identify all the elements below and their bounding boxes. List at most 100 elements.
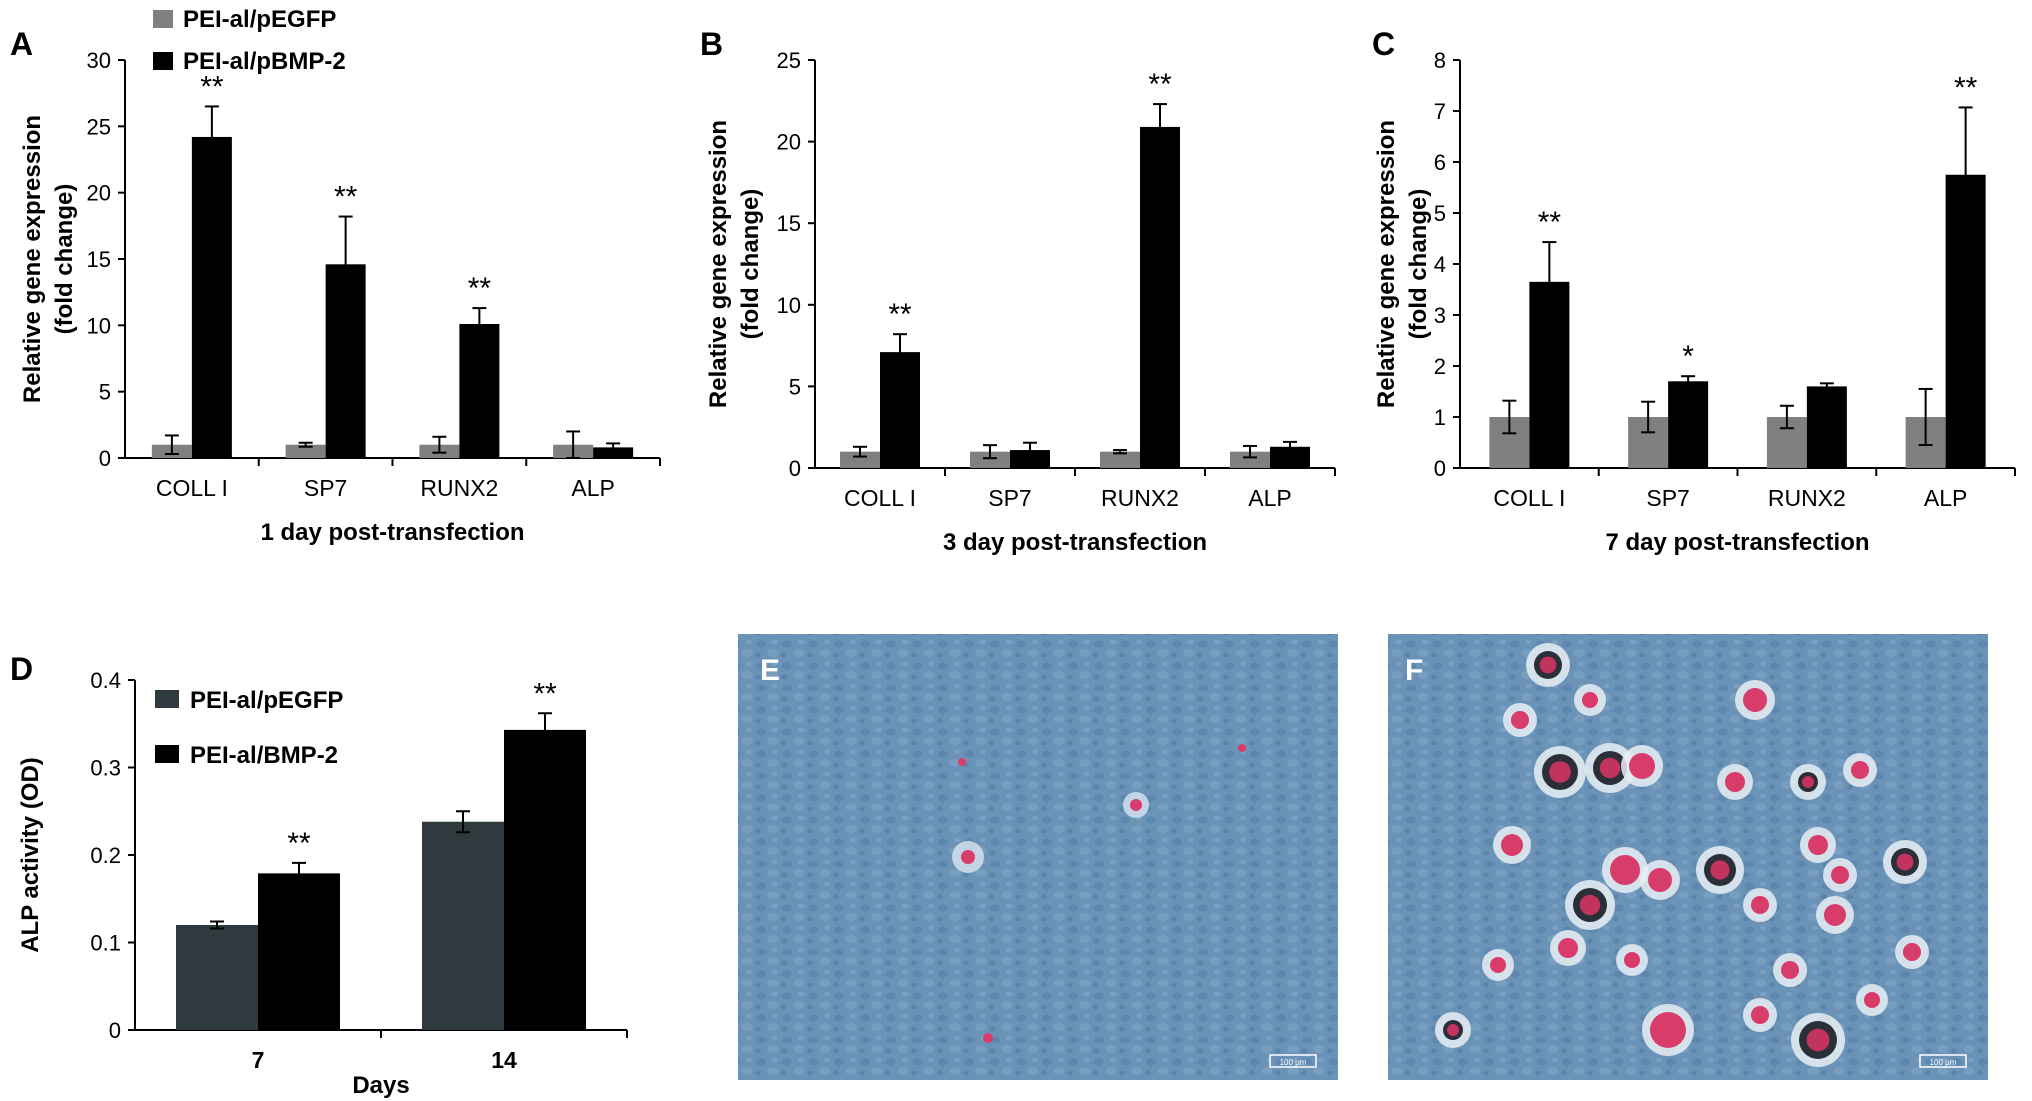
y-tick-label: 0	[109, 1018, 121, 1043]
x-tick-label: COLL I	[844, 485, 916, 511]
stained-nodule-core	[1896, 853, 1914, 871]
stained-nodule	[1903, 943, 1921, 961]
y-tick-label: 4	[1434, 252, 1446, 277]
y-tick-label: 7	[1434, 99, 1446, 124]
stained-cell	[958, 758, 966, 766]
bar	[1010, 450, 1050, 468]
scale-bar-f	[1919, 1054, 1967, 1068]
x-axis-label: 1 day post-transfection	[260, 519, 524, 546]
stained-nodule	[1650, 1012, 1686, 1048]
significance-marker: **	[533, 677, 557, 710]
significance-marker: **	[200, 70, 224, 103]
significance-marker: **	[334, 181, 358, 214]
y-axis-label: (fold change)	[51, 184, 78, 335]
y-axis-label: (fold change)	[737, 189, 764, 340]
x-axis-label: Days	[352, 1072, 409, 1099]
legend-top: PEI-al/pEGFP PEI-al/pBMP-2	[153, 6, 346, 75]
bar	[840, 451, 880, 468]
y-tick-label: 3	[1434, 303, 1446, 328]
stained-nodule	[1490, 957, 1506, 973]
y-axis-label: Relative gene expression	[1373, 120, 1400, 408]
bar	[1806, 386, 1847, 468]
y-tick-label: 20	[777, 130, 801, 155]
y-tick-label: 25	[777, 48, 801, 73]
legend-label-pegfp: PEI-al/pEGFP	[183, 6, 336, 33]
bar	[1230, 451, 1270, 468]
bar	[258, 873, 340, 1030]
bar	[422, 821, 504, 1030]
stained-cell	[983, 1033, 993, 1043]
scale-bar-e	[1269, 1054, 1317, 1068]
stained-nodule-core	[1710, 860, 1730, 880]
significance-marker: *	[1682, 340, 1694, 373]
panel-letter-e: E	[760, 654, 780, 687]
y-tick-label: 25	[87, 114, 111, 139]
significance-marker: **	[468, 272, 492, 305]
y-tick-label: 1	[1434, 405, 1446, 430]
stained-nodule	[1831, 866, 1849, 884]
bar	[191, 136, 232, 459]
bar	[1100, 451, 1140, 468]
x-axis-label: 7 day post-transfection	[1605, 529, 1869, 556]
bar	[880, 352, 920, 468]
significance-marker: **	[287, 827, 311, 860]
bar	[1140, 126, 1180, 469]
stained-nodule-core	[1579, 894, 1601, 916]
y-tick-label: 2	[1434, 354, 1446, 379]
stained-nodule-core	[1802, 776, 1814, 788]
stained-cell	[961, 850, 975, 864]
stained-nodule	[1624, 952, 1640, 968]
bar	[1270, 446, 1310, 468]
x-axis-label: 3 day post-transfection	[943, 529, 1207, 556]
bar	[593, 447, 634, 458]
stained-cell	[1238, 744, 1246, 752]
stained-nodule	[1824, 904, 1846, 926]
bar	[285, 444, 326, 458]
stained-nodule-core	[1539, 656, 1557, 674]
stained-nodule	[1781, 961, 1799, 979]
x-tick-label: SP7	[988, 485, 1031, 511]
stained-nodule-core	[1549, 761, 1571, 783]
bar	[176, 925, 258, 1030]
micrograph-panel-f: F 100 μm	[1388, 634, 1988, 1080]
stained-nodule	[1558, 938, 1578, 958]
y-axis-label: Relative gene expression	[705, 120, 732, 408]
y-tick-label: 0	[1434, 456, 1446, 481]
y-tick-label: 5	[99, 380, 111, 405]
micrograph-e-cells	[952, 744, 1246, 1043]
y-tick-label: 0.1	[90, 931, 121, 956]
bar	[1668, 381, 1709, 468]
y-tick-label: 8	[1434, 48, 1446, 73]
stained-nodule	[1864, 992, 1880, 1008]
chart-panel-d: D 0 0.1 0.2 0.3 0.4 ALP activity (OD) ** 7 ** 14 Da…	[10, 651, 628, 1099]
stained-nodule-core	[1599, 757, 1621, 779]
stained-nodule	[1610, 855, 1640, 885]
significance-marker: **	[1538, 206, 1562, 239]
y-tick-label: 5	[1434, 201, 1446, 226]
y-tick-label: 30	[87, 48, 111, 73]
legend-label: PEI-al/BMP-2	[190, 742, 338, 769]
chart-panel-c: C 0 1 2 3 4 5 6 7 8 Relative gene expression (fold …	[1372, 26, 2016, 556]
bar	[970, 451, 1010, 468]
stained-nodule	[1582, 692, 1598, 708]
stained-nodule	[1725, 772, 1745, 792]
y-axis-label: ALP activity (OD)	[17, 757, 44, 953]
x-tick-label: COLL I	[156, 475, 228, 501]
x-tick-label: RUNX2	[1101, 485, 1179, 511]
x-tick-label: ALP	[1248, 485, 1291, 511]
x-tick-label: 14	[491, 1047, 517, 1073]
stained-nodule-core	[1447, 1024, 1459, 1036]
y-tick-label: 10	[777, 293, 801, 318]
significance-marker: **	[1148, 68, 1172, 101]
stained-nodule	[1751, 1006, 1769, 1024]
legend-swatch-pegfp	[153, 10, 173, 28]
stained-nodule	[1501, 834, 1523, 856]
stained-nodule-core	[1806, 1028, 1830, 1052]
panel-letter: B	[700, 26, 723, 62]
significance-marker: **	[888, 298, 912, 331]
stained-nodule	[1629, 753, 1655, 779]
bar	[459, 324, 500, 458]
y-tick-label: 15	[777, 211, 801, 236]
y-axis-label: (fold change)	[1405, 189, 1432, 340]
